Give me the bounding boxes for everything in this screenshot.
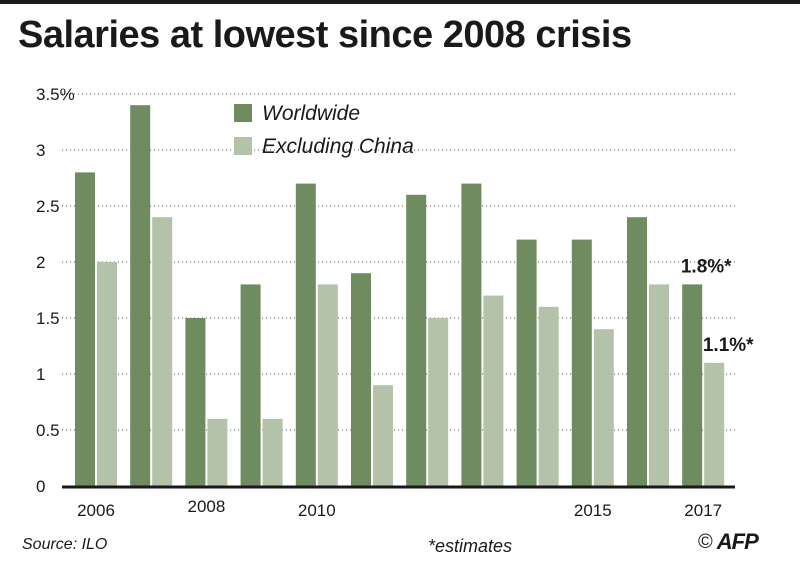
bar-worldwide [406,194,427,487]
y-tick-label: 2 [36,253,45,272]
afp-logo: AFP [716,529,759,554]
bar-worldwide [130,105,151,486]
copyright-icon: © [698,531,713,553]
x-tick-label: 2008 [187,497,225,516]
legend-label-worldwide: Worldwide [262,102,360,125]
bar-excluding-china [649,284,669,486]
bar-excluding-china [428,318,449,486]
bar-worldwide [571,239,592,486]
y-tick-label: 0 [36,477,45,496]
bar-excluding-china [152,217,173,486]
bar-worldwide [682,284,703,486]
top-rule [0,0,800,4]
y-tick-label: 0.5 [36,421,60,440]
bar-excluding-china [97,262,117,486]
bar-worldwide [185,318,206,486]
legend-swatch-worldwide [234,104,252,122]
bar-excluding-china [262,418,283,486]
bar-worldwide [75,172,95,486]
bar-worldwide [295,183,316,486]
chart-title: Salaries at lowest since 2008 crisis [18,14,632,56]
y-tick-label: 1.5 [36,309,60,328]
y-tick-label: 1 [36,365,45,384]
bar-excluding-china [317,284,338,486]
x-tick-label: 2010 [298,501,336,520]
agency-credit: © AFP [698,529,759,554]
bar-excluding-china [373,385,393,486]
x-tick-label: 2006 [77,501,115,520]
x-tick-label: 2017 [684,501,722,520]
source-note: Source: ILO [22,536,108,553]
bar-worldwide [351,273,371,486]
bar-worldwide [461,183,482,486]
y-tick-label: 3.5% [36,85,75,104]
x-tick-label: 2015 [574,501,612,520]
bar-excluding-china [704,362,725,486]
y-tick-label: 2.5 [36,197,60,216]
bar-worldwide [516,239,537,486]
bar-excluding-china [538,306,559,486]
estimates-note: *estimates [428,536,513,556]
legend-swatch-excluding-china [234,137,252,155]
bar-excluding-china [483,295,504,486]
y-tick-label: 3 [36,141,45,160]
bar-excluding-china [593,329,614,486]
bar-worldwide [240,284,261,486]
data-label: 1.1%* [703,335,754,356]
bar-excluding-china [207,418,228,486]
bar-worldwide [627,217,647,486]
data-label: 1.8%* [681,256,732,277]
legend-label-excluding-china: Excluding China [262,135,414,158]
